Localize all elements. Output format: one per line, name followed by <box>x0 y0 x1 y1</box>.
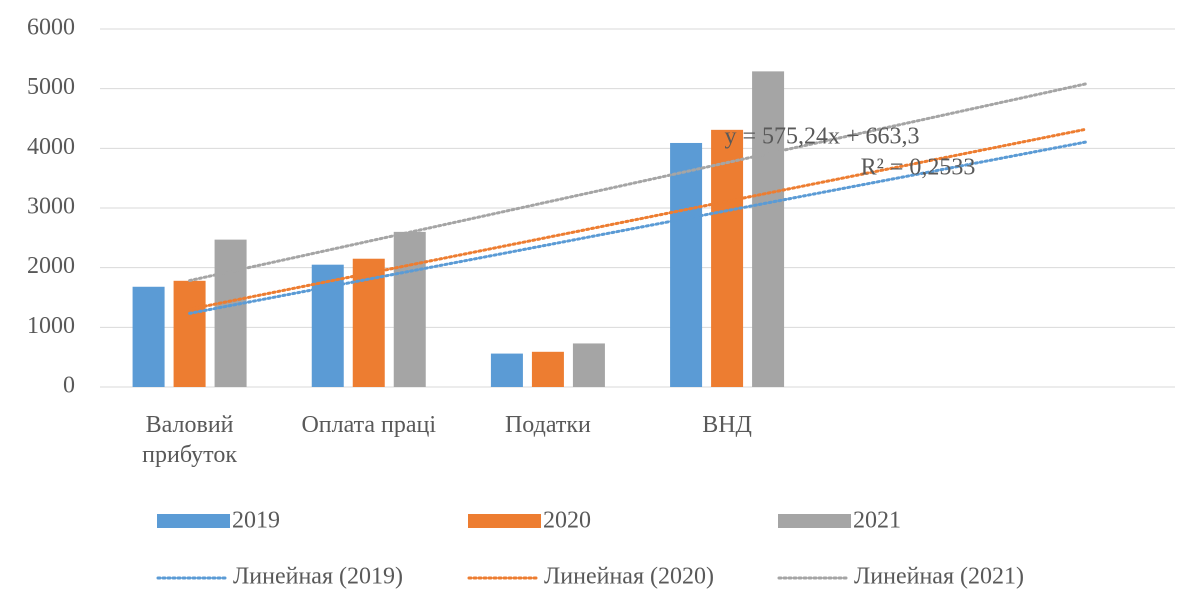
y-tick-label: 6000 <box>27 15 75 41</box>
y-tick-label: 5000 <box>27 74 75 100</box>
legend-swatch <box>468 514 541 528</box>
x-tick-label: Валовий прибуток <box>142 412 237 468</box>
legend-trend-label: Линейная (2020) <box>544 564 714 589</box>
bar <box>393 231 426 387</box>
y-tick-label: 2000 <box>27 253 75 279</box>
bar <box>572 343 605 387</box>
trendline <box>188 127 1087 311</box>
y-tick-label: 3000 <box>27 194 75 220</box>
legend-swatch <box>778 514 851 528</box>
legend-trend-label: Линейная (2021) <box>854 564 1024 589</box>
bar <box>490 353 523 387</box>
y-tick-label: 0 <box>63 373 75 399</box>
legend-label: 2020 <box>543 508 591 534</box>
bar <box>531 351 564 387</box>
legend-swatch <box>157 514 230 528</box>
bar <box>670 142 703 387</box>
legend-label: 2021 <box>853 508 901 534</box>
annotation: R² = 0,2533 <box>861 155 976 181</box>
bar <box>752 71 785 387</box>
legend-label: 2019 <box>232 508 280 534</box>
x-tick-label: Оплата праці <box>301 412 437 438</box>
annotation: y = 575,24x + 663,3 <box>724 124 919 150</box>
trendline <box>188 82 1087 283</box>
bar <box>711 129 744 387</box>
trendline <box>188 140 1087 315</box>
y-tick-label: 1000 <box>27 313 75 339</box>
x-tick-label: ВНД <box>702 412 752 438</box>
x-tick-label: Податки <box>504 412 591 438</box>
bar <box>132 286 165 387</box>
bar <box>214 239 247 387</box>
y-tick-label: 4000 <box>27 134 75 160</box>
bar <box>173 280 206 387</box>
legend-trend-label: Линейная (2019) <box>233 564 403 589</box>
